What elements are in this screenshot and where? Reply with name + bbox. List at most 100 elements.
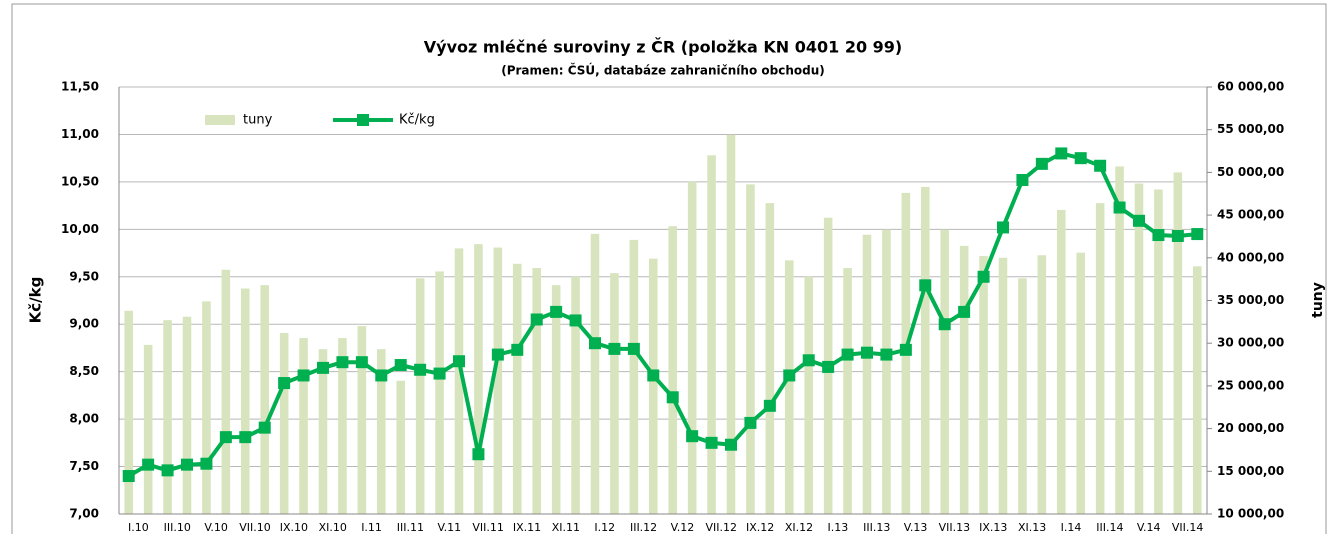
x-tick-label: V.14 [1137, 521, 1161, 534]
bar [707, 155, 716, 514]
bar [959, 245, 969, 514]
marker [899, 343, 912, 356]
bar [513, 263, 522, 514]
y2-tick-label: 15 000,00 [1217, 464, 1284, 478]
bar [1154, 189, 1163, 515]
marker [589, 337, 601, 350]
y-tick-label: 11,00 [61, 127, 99, 141]
marker [219, 431, 232, 444]
marker [239, 431, 252, 444]
y-tick-label: 9,00 [69, 317, 99, 331]
bar [551, 285, 561, 514]
bar [357, 326, 367, 514]
marker [1152, 229, 1165, 242]
bar [979, 256, 988, 514]
x-tick-label: I.12 [594, 521, 615, 534]
marker [647, 369, 660, 382]
y-tick-label: 8,00 [69, 412, 99, 426]
bar [1037, 255, 1047, 514]
marker [200, 457, 213, 470]
bar [998, 257, 1008, 514]
marker [958, 305, 971, 318]
marker [258, 421, 271, 434]
bar [143, 344, 153, 514]
x-tick-label: V.13 [904, 521, 928, 534]
x-tick-label: I.13 [827, 521, 848, 534]
marker [977, 270, 990, 283]
marker [511, 343, 524, 356]
marker [1074, 152, 1087, 165]
x-tick-label: VII.13 [939, 521, 971, 534]
x-tick-label: I.11 [361, 521, 382, 534]
marker [122, 470, 135, 483]
marker [317, 361, 329, 374]
x-tick-label: VII.14 [1172, 521, 1204, 534]
marker [1191, 228, 1204, 241]
x-tick-label: XI.13 [1018, 521, 1046, 534]
y-tick-label: 11,50 [61, 80, 99, 94]
bar [377, 349, 386, 514]
x-tick-label: V.12 [671, 521, 695, 534]
bar [124, 310, 133, 514]
marker [1094, 159, 1107, 172]
marker [491, 348, 504, 361]
y2-tick-label: 40 000,00 [1217, 250, 1284, 264]
marker [627, 342, 640, 355]
bar [726, 134, 736, 514]
y-axis-title: Kč/kg [27, 277, 45, 324]
marker [336, 356, 349, 369]
y2-tick-label: 20 000,00 [1217, 421, 1284, 435]
y-tick-label: 10,00 [61, 222, 99, 236]
marker [705, 436, 718, 449]
bar [921, 186, 930, 514]
y2-tick-label: 55 000,00 [1217, 122, 1284, 136]
bar [629, 239, 639, 514]
bar [610, 273, 619, 514]
marker [550, 305, 563, 318]
marker [666, 391, 679, 404]
bar [1076, 252, 1085, 514]
marker [1171, 229, 1184, 242]
marker [453, 355, 465, 368]
marker [142, 458, 155, 471]
x-tick-label: III.14 [1096, 521, 1123, 534]
marker [880, 348, 893, 361]
x-tick-label: VII.10 [239, 521, 271, 534]
bar [765, 203, 775, 515]
y2-tick-label: 50 000,00 [1217, 165, 1284, 179]
y2-axis-title: tuny [1310, 282, 1326, 318]
marker [375, 369, 388, 382]
marker [608, 342, 621, 355]
bar [163, 320, 172, 514]
chart-subtitle: (Pramen: ČSÚ, databáze zahraničního obch… [501, 63, 825, 78]
bar [221, 269, 231, 514]
x-tick-label: III.10 [164, 521, 191, 534]
marker [686, 430, 699, 443]
bar [687, 181, 697, 514]
marker [297, 369, 310, 382]
y-tick-label: 7,50 [69, 459, 99, 473]
marker [433, 367, 446, 380]
bar [668, 226, 677, 514]
y2-tick-label: 10 000,00 [1217, 507, 1284, 521]
x-tick-label: V.11 [437, 521, 461, 534]
marker [744, 416, 757, 429]
x-tick-label: V.10 [204, 521, 228, 534]
marker [763, 399, 776, 412]
marker [802, 354, 815, 367]
marker [783, 369, 796, 382]
x-tick-label: IX.12 [746, 521, 774, 534]
marker [394, 359, 407, 372]
bar [590, 233, 600, 514]
x-tick-label: XI.11 [552, 521, 580, 534]
x-tick-label: III.12 [630, 521, 657, 534]
bar [1115, 166, 1124, 514]
bar [882, 229, 891, 515]
marker [1016, 173, 1029, 186]
bar [1173, 172, 1183, 514]
bar [746, 184, 755, 514]
bar [474, 244, 483, 515]
bar [338, 338, 347, 514]
x-tick-label: IX.10 [280, 521, 308, 534]
